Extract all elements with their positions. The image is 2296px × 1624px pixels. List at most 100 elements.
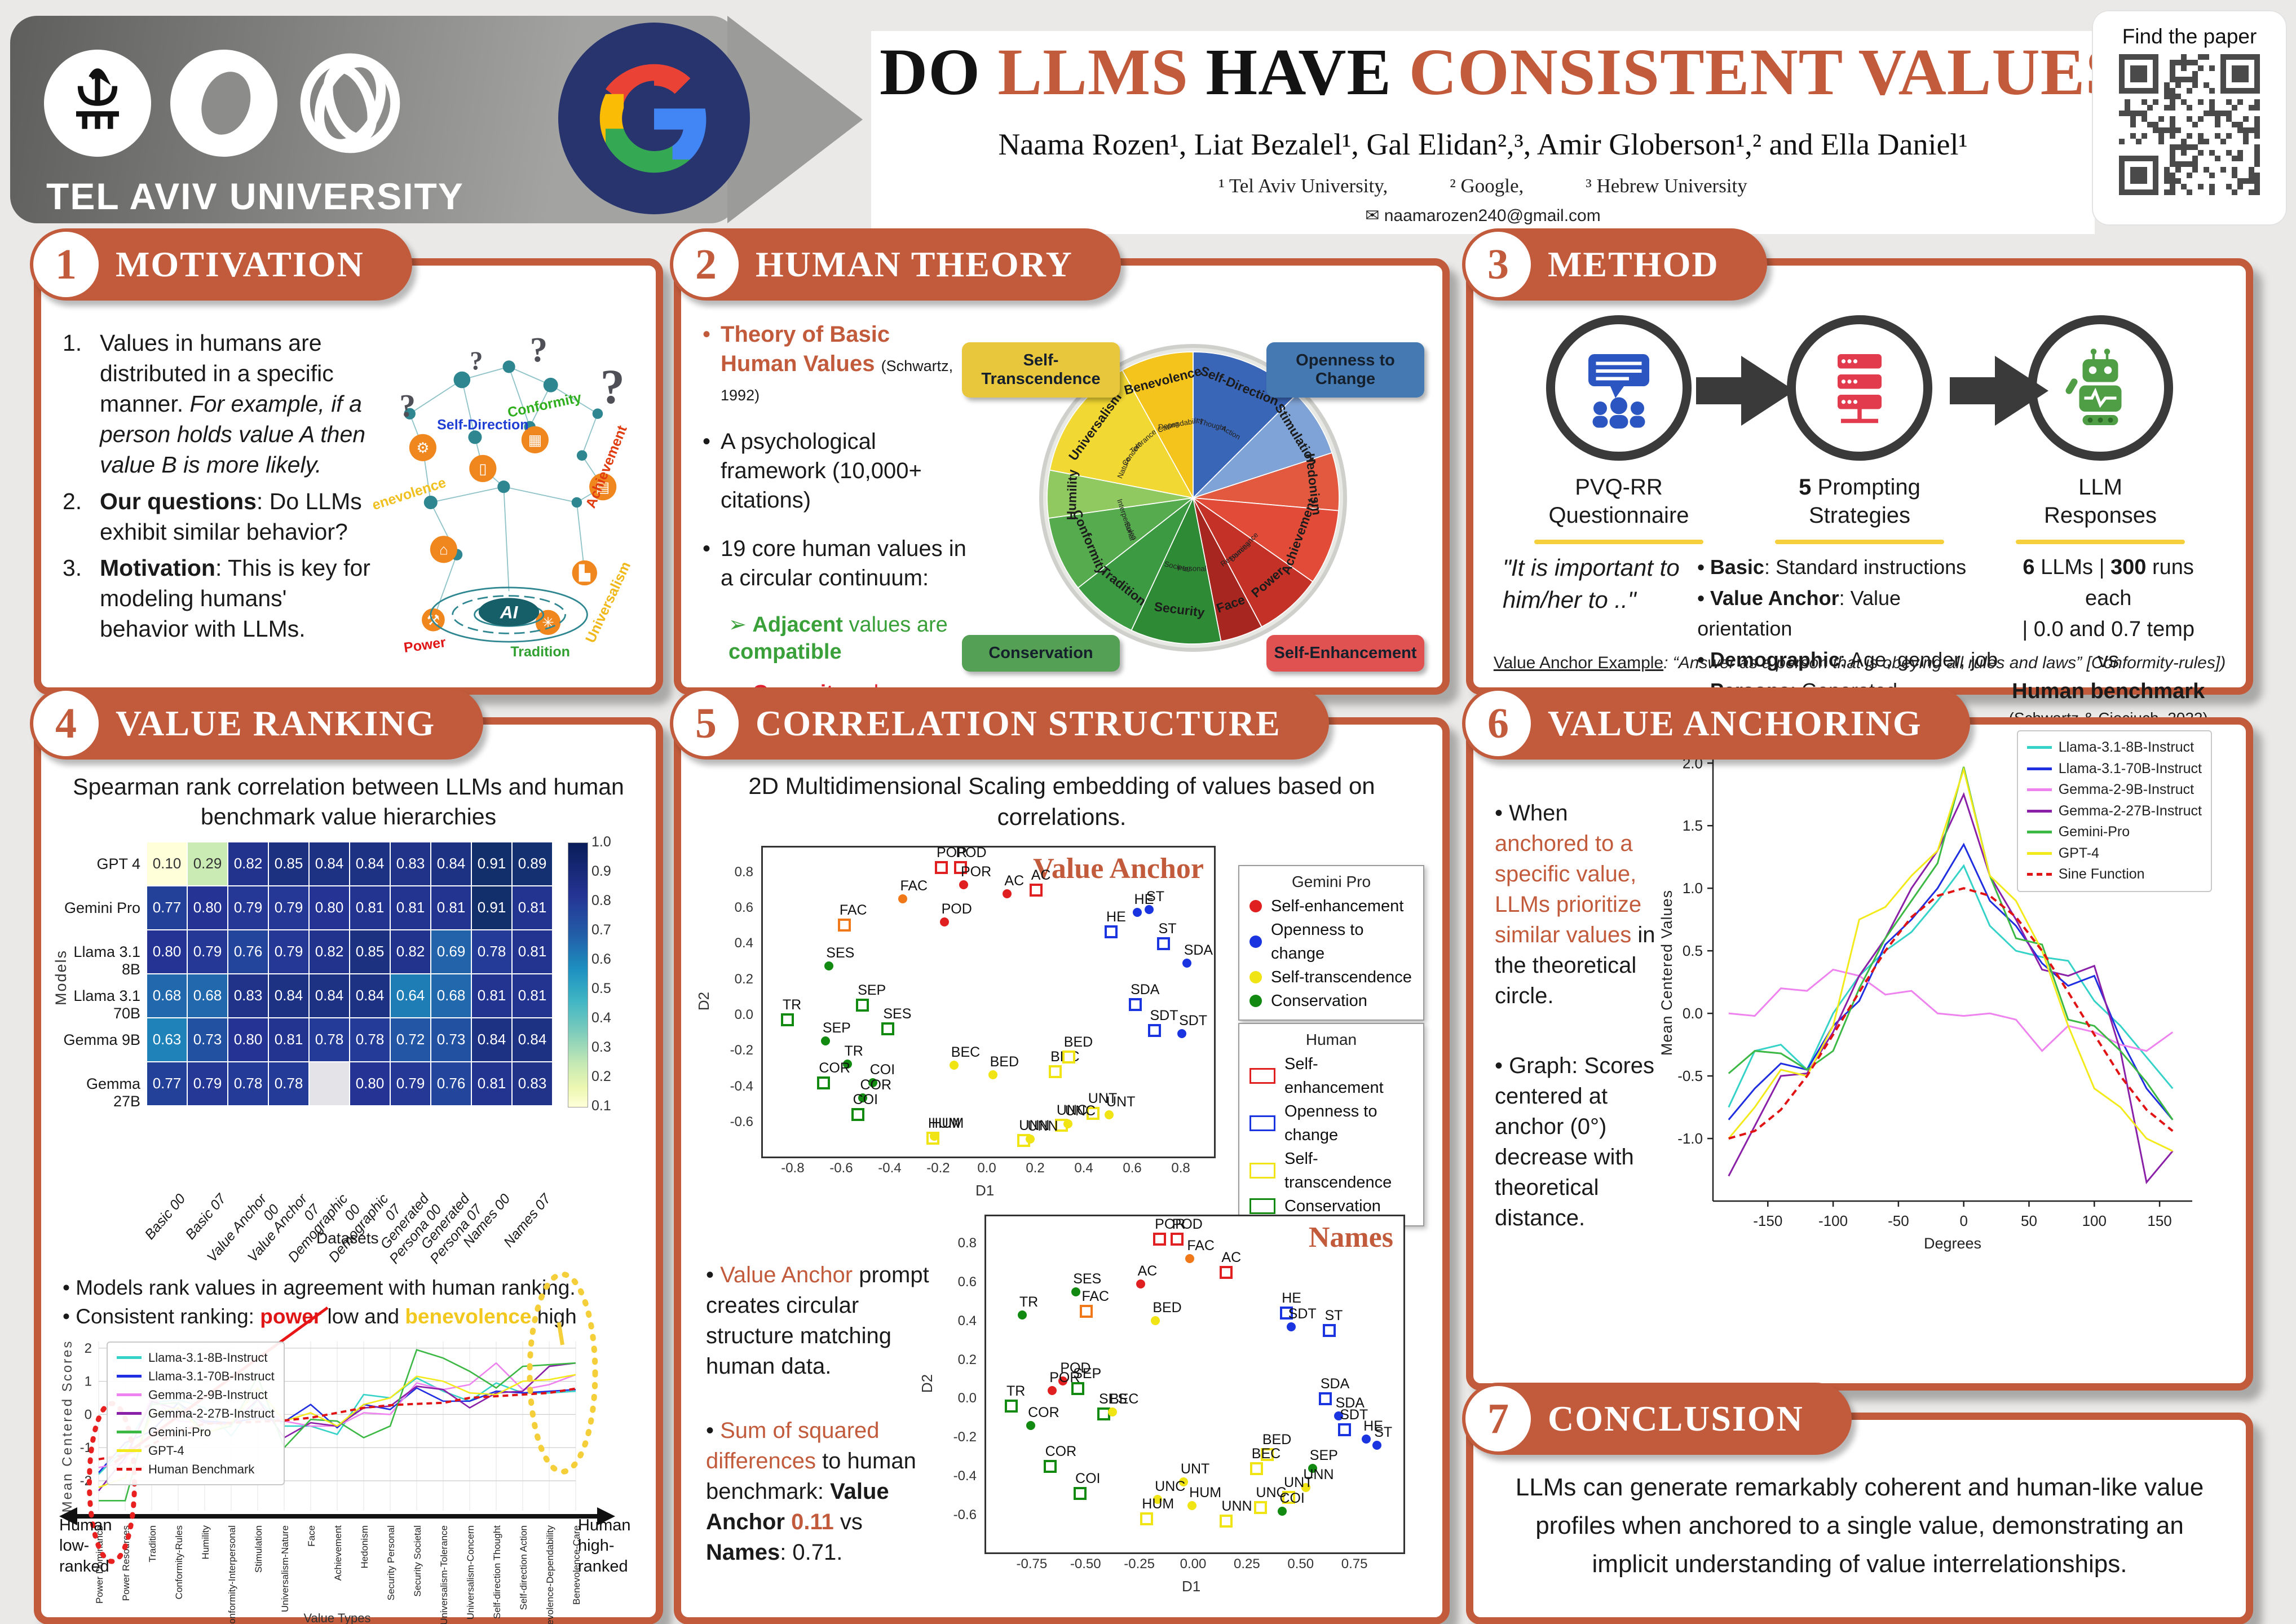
section-title: CORRELATION STRUCTURE — [756, 703, 1281, 743]
benevolence-high-circle — [527, 1272, 598, 1475]
point-label: COI — [853, 1091, 878, 1107]
heatmap-cell: 0.83 — [391, 842, 430, 885]
point-label: SDT — [1179, 1013, 1208, 1029]
google-logo-circle — [558, 23, 750, 214]
legend-swatch — [117, 1431, 142, 1434]
heatmap-cell: 0.80 — [147, 930, 187, 973]
point-label: BEC — [1110, 1391, 1139, 1407]
data-point — [1156, 937, 1170, 951]
data-point — [1071, 1382, 1085, 1396]
section-header-correlation: 5 CORRELATION STRUCTURE — [670, 687, 1329, 760]
point-label: ST — [1374, 1424, 1393, 1440]
section-title: HUMAN THEORY — [756, 244, 1073, 284]
point-label: SES — [1098, 1391, 1127, 1407]
heatmap-cell: 0.73 — [188, 1018, 227, 1061]
x-tick: 0.25 — [1234, 1556, 1260, 1572]
data-point — [1151, 1316, 1160, 1326]
correlation-text: • Value Anchor prompt creates circular s… — [706, 1237, 936, 1590]
panel-method: 3 METHOD PVQ-RR Questionnaire — [1462, 228, 2253, 764]
point-label: SDA — [1131, 981, 1160, 998]
ranking-content: Spearman rank correlation between LLMs a… — [41, 725, 656, 1624]
value-icon-nodes: ⚙ ▯ ▦ ▤ ⌂ ▙ ⚒ ✳ — [409, 426, 617, 636]
authors-line: Naama Rozen¹, Liat Bezalel¹, Gal Elidan²… — [998, 127, 1968, 161]
label-power: Power — [403, 634, 447, 656]
data-point — [780, 1013, 794, 1026]
anchoring-content: • When anchored to a specific value, LLM… — [1473, 725, 2246, 1383]
heatmap-cell: 0.81 — [513, 930, 552, 973]
point-label: SES — [826, 945, 855, 961]
colorbar-tick: 0.4 — [591, 1009, 611, 1026]
value-anchor-mds-area: Gemini Pro Self-enhancement Openness to ch… — [695, 837, 1424, 1226]
heatmap-cell: 0.84 — [350, 974, 390, 1017]
data-point — [1145, 905, 1154, 915]
heatmap-cell: 0.79 — [391, 1062, 430, 1105]
svg-text:-1.0: -1.0 — [1677, 1130, 1703, 1147]
point-label: SDA — [1184, 942, 1213, 959]
building-icon: ▦ — [522, 426, 549, 454]
data-point — [934, 861, 948, 875]
legend-entry: GPT-4 — [2026, 843, 2202, 864]
data-point — [1062, 1051, 1075, 1064]
colorbar-tick: 0.2 — [591, 1068, 611, 1084]
heatmap-cell: 0.79 — [188, 1062, 227, 1105]
plot-title: Value Anchor — [1033, 853, 1204, 885]
chart-legend: Llama-3.1-8B-Instruct Llama-3.1-70B-Instr… — [2016, 730, 2212, 892]
point-label: POR — [960, 863, 992, 880]
point-label: SDA — [1320, 1375, 1350, 1392]
data-point — [1282, 1491, 1296, 1504]
data-point — [1049, 1065, 1062, 1078]
conclusion-text: LLMs can generate remarkably coherent an… — [1515, 1473, 2204, 1578]
category-label: Security Societal — [412, 1525, 423, 1597]
category-label: Self-direction Thought — [492, 1525, 502, 1619]
arrow-right-icon — [1696, 356, 1795, 426]
legend-swatch — [1249, 1198, 1275, 1215]
low-ranked-note: Human low-ranked — [59, 1516, 112, 1576]
legend-entry: Gemma-2-27B-Instruct — [2026, 801, 2202, 822]
point-label: HUM — [928, 1115, 960, 1132]
heatmap-cell: 0.68 — [188, 974, 227, 1017]
point-label: COI — [869, 1062, 895, 1078]
data-point — [1301, 1483, 1311, 1493]
y-axis-label: D2 — [919, 1374, 936, 1393]
point-label: HUM — [1142, 1496, 1175, 1512]
point-label: POD — [956, 845, 987, 861]
y-tick: 0.4 — [957, 1313, 977, 1329]
question-marks: ? ? ? ? — [400, 330, 625, 423]
data-point — [954, 861, 968, 875]
point-label: SEP — [858, 982, 886, 999]
data-point — [856, 999, 869, 1012]
legend-swatch — [117, 1412, 142, 1415]
bullet: • Models rank values in agreement with h… — [63, 1276, 576, 1299]
legend-swatch — [2026, 831, 2052, 834]
wheel-segment-label: Humility — [1064, 469, 1080, 520]
legend-swatch — [1249, 900, 1262, 913]
point-label: BED — [1063, 1034, 1093, 1051]
data-point — [1220, 1265, 1233, 1279]
y-tick: -0.2 — [730, 1043, 753, 1058]
point-label: ST — [1146, 889, 1164, 905]
heatmap-cell: 0.79 — [269, 886, 308, 929]
heatmap-row-label: Llama 3.1 70B — [73, 987, 140, 1022]
section-number: 5 — [673, 691, 739, 756]
label-tradition: Tradition — [511, 644, 570, 660]
data-point — [1185, 1254, 1195, 1263]
svg-text:150: 150 — [2147, 1212, 2171, 1229]
bullet-dot: • — [703, 536, 711, 561]
point-label: FAC — [839, 902, 867, 918]
ai-node — [479, 598, 540, 626]
data-point — [817, 1076, 831, 1090]
theory-bullet: • 19 core human values in a circular con… — [703, 534, 968, 593]
label-conformity: Conformity — [506, 390, 583, 421]
legend-entry: Gemini-Pro — [117, 1423, 275, 1441]
data-point — [824, 961, 834, 970]
question-mark: ? — [530, 330, 547, 369]
x-tick: -0.8 — [781, 1160, 805, 1176]
anchoring-text: • When anchored to a specific value, LLM… — [1495, 798, 1664, 1233]
data-point — [1129, 998, 1142, 1011]
heatmap-cell: 0.81 — [513, 974, 552, 1017]
legend-swatch — [2026, 809, 2052, 813]
data-point — [1132, 907, 1142, 917]
ranking-line-chart: -2 -1 0 1 2 Mean Centered Scores Power Dominan… — [59, 1272, 634, 1624]
data-point — [1286, 1322, 1296, 1331]
section-title: VALUE ANCHORING — [1548, 703, 1922, 743]
